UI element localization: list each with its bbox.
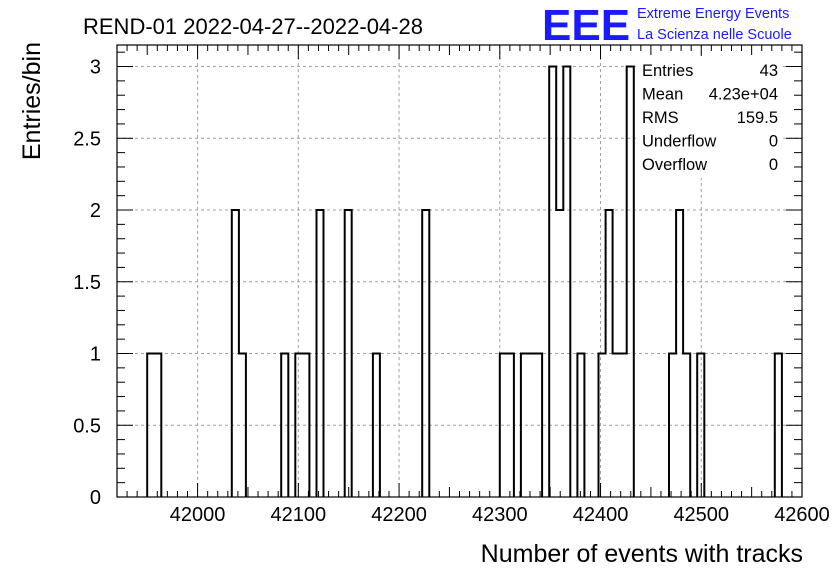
x-tick-label: 42400 (573, 504, 629, 526)
y-tick-label: 2 (90, 200, 101, 222)
y-tick-label: 1.5 (73, 272, 101, 294)
stats-value: 159.5 (737, 109, 778, 127)
y-tick-label: 0 (90, 487, 101, 509)
stats-value: 0 (769, 156, 778, 174)
y-tick-label: 1 (90, 344, 101, 366)
eee-logo-line1: Extreme Energy Events (637, 6, 789, 22)
x-axis-ticks: 42000 42100 42200 42300 42400 42500 42600 (116, 45, 830, 526)
stats-value: 43 (760, 62, 778, 80)
histogram-outline (146, 65, 783, 497)
x-tick-label: 42100 (271, 504, 327, 526)
stats-value: 4.23e+04 (709, 86, 778, 104)
x-axis-title: Number of events with tracks (481, 540, 803, 568)
stats-label: RMS (642, 109, 679, 127)
y-tick-label: 0.5 (73, 415, 101, 437)
y-axis-title: Entries/bin (18, 42, 46, 160)
eee-logo-mark: EEE (542, 1, 630, 50)
x-tick-label: 42600 (774, 504, 830, 526)
x-tick-label: 42000 (170, 504, 226, 526)
stats-label: Underflow (642, 133, 716, 151)
y-tick-label: 3 (90, 57, 101, 79)
x-tick-label: 42200 (371, 504, 427, 526)
stats-box-background (637, 56, 781, 178)
stats-label: Overflow (642, 156, 707, 174)
stats-label: Mean (642, 86, 683, 104)
y-axis-ticks: 0 0.5 1 1.5 2 2.5 3 (73, 51, 802, 509)
stats-box: Entries 43 Mean 4.23e+04 RMS 159.5 Underflow 0 O… (637, 56, 781, 178)
eee-logo-line2: La Scienza nelle Scuole (637, 27, 792, 43)
stats-value: 0 (769, 133, 778, 151)
x-tick-label: 42500 (673, 504, 729, 526)
histogram-bars (146, 65, 783, 497)
x-tick-label: 42300 (472, 504, 528, 526)
stats-label: Entries (642, 62, 693, 80)
y-tick-label: 2.5 (73, 128, 101, 150)
chart-title: REND-01 2022-04-27--2022-04-28 (83, 14, 423, 39)
eee-logo: EEE Extreme Energy Events La Scienza nel… (542, 1, 792, 50)
